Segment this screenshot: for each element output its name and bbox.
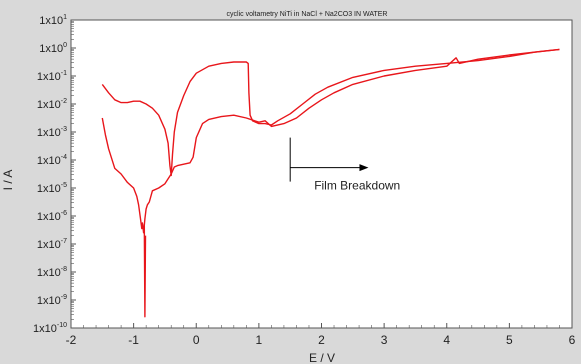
y-tick-base: 1x10 <box>37 295 61 307</box>
x-tick-label: -2 <box>66 333 77 347</box>
y-tick-label: 1x10-3 <box>37 126 67 139</box>
y-tick-exponent: -1 <box>61 70 67 77</box>
annotation-label: Film Breakdown <box>314 179 400 193</box>
y-tick-label: 1x10-1 <box>37 70 67 83</box>
y-tick-label: 1x10-8 <box>37 266 67 279</box>
series-line-spike <box>143 224 147 318</box>
x-tick-label: -1 <box>128 333 139 347</box>
y-tick-base: 1x10 <box>37 183 61 195</box>
y-tick-label: 1x10-10 <box>33 322 67 335</box>
y-tick-exponent: -8 <box>61 266 67 273</box>
film-breakdown-annotation: Film Breakdown <box>289 137 400 193</box>
x-tick-label: 1 <box>256 333 263 347</box>
x-tick-label: 6 <box>569 333 576 347</box>
y-tick-base: 1x10 <box>37 71 61 83</box>
x-tick-label: 4 <box>443 333 450 347</box>
y-tick-label: 1x10-4 <box>37 154 67 167</box>
y-tick-base: 1x10 <box>39 43 63 55</box>
x-tick-label: 3 <box>381 333 388 347</box>
y-tick-exponent: -5 <box>61 182 67 189</box>
plot-area <box>70 19 573 329</box>
y-tick-base: 1x10 <box>39 15 63 27</box>
y-tick-base: 1x10 <box>37 239 61 251</box>
y-tick-base: 1x10 <box>37 211 61 223</box>
y-tick-base: 1x10 <box>37 99 61 111</box>
series-line-forward-1 <box>101 48 560 177</box>
y-tick-exponent: -3 <box>61 126 67 133</box>
y-tick-exponent: 1 <box>63 14 67 21</box>
y-axis-ticks: 1x1011x1001x10-11x10-21x10-31x10-41x10-5… <box>33 14 76 335</box>
chart-title: cyclic voltametry NiTi in NaCl + Na2CO3 … <box>227 11 388 18</box>
y-tick-exponent: -7 <box>61 238 67 245</box>
y-tick-exponent: -4 <box>61 154 67 161</box>
y-tick-base: 1x10 <box>37 155 61 167</box>
y-tick-base: 1x10 <box>37 127 61 139</box>
data-series <box>101 48 560 318</box>
y-tick-label: 1x10-5 <box>37 182 67 195</box>
y-tick-base: 1x10 <box>33 323 57 335</box>
y-tick-exponent: -9 <box>61 294 67 301</box>
y-tick-exponent: 0 <box>63 42 67 49</box>
y-tick-label: 1x10-2 <box>37 98 67 111</box>
y-tick-label: 1x10-7 <box>37 238 67 251</box>
y-tick-label: 1x101 <box>39 14 67 27</box>
x-tick-label: 0 <box>193 333 200 347</box>
y-tick-label: 1x10-9 <box>37 294 67 307</box>
y-tick-base: 1x10 <box>37 267 61 279</box>
y-tick-exponent: -10 <box>57 322 67 329</box>
y-tick-exponent: -2 <box>61 98 67 105</box>
x-tick-label: 5 <box>506 333 513 347</box>
y-tick-label: 1x10-6 <box>37 210 67 223</box>
series-line-reverse <box>101 48 560 234</box>
annotation-arrow-head <box>359 164 369 172</box>
y-tick-exponent: -6 <box>61 210 67 217</box>
x-axis-ticks: -2 -1 0 1 2 3 4 5 6 <box>66 323 576 347</box>
x-tick-label: 2 <box>318 333 325 347</box>
y-axis-label: I / A <box>1 170 15 191</box>
y-tick-label: 1x100 <box>39 42 67 55</box>
x-axis-label: E / V <box>309 351 335 364</box>
